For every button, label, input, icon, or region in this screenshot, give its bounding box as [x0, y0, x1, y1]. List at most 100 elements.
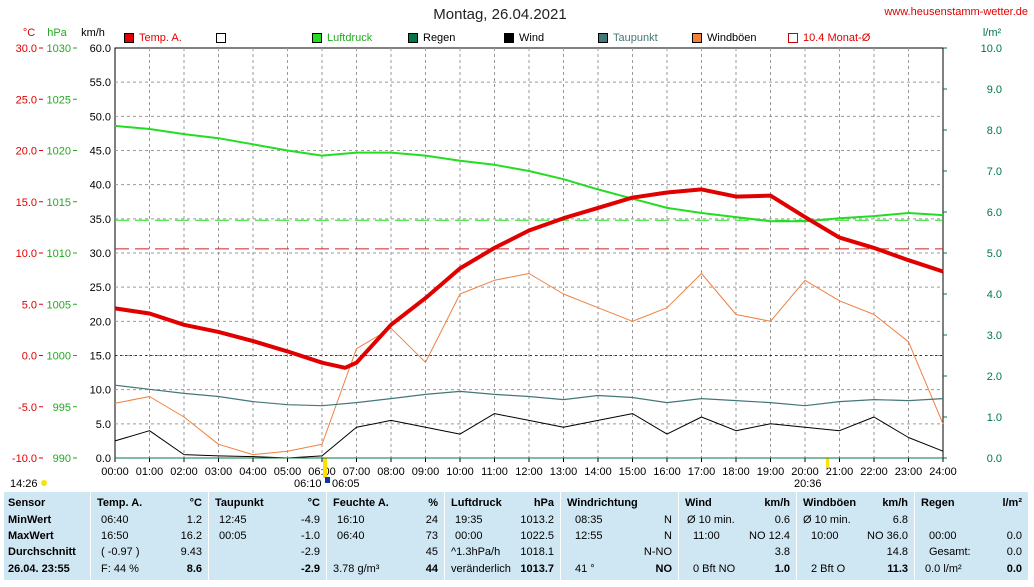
gust-unit: km/h	[882, 497, 908, 509]
wind-tick-label: 50.0	[90, 111, 111, 123]
rain-tick-label: 9.0	[987, 84, 1002, 96]
wind-bft: 0 Bft NO	[693, 563, 736, 575]
temp-avg-extra: ( -0.97 )	[101, 546, 140, 558]
wind-tick-label: 0.0	[96, 453, 111, 465]
time-tick-label: 12:00	[515, 466, 543, 478]
wind-tick-label: 35.0	[90, 214, 111, 226]
rain-current-value: 0.0	[1006, 563, 1022, 575]
time-tick-label: 00:00	[101, 466, 129, 478]
temp-tick-label: 10.0	[16, 248, 37, 260]
wind-tick-label: 40.0	[90, 180, 111, 192]
hum-current-extra: 3.78 g/m³	[333, 563, 380, 575]
dir-max-time: 12:55	[575, 530, 603, 542]
legend-swatch	[598, 33, 608, 43]
temp-header: Temp. A.	[97, 497, 143, 509]
dew-header: Taupunkt	[215, 497, 264, 509]
temp-unit: °C	[189, 497, 202, 509]
time-tick-label: 15:00	[619, 466, 647, 478]
col-rain: Regen l/m² 00:00 0.0 Gesamt: 0.0 0.0 l/m…	[914, 492, 1028, 580]
wind-tick-label: 5.0	[96, 419, 111, 431]
time-tick-label: 14:00	[584, 466, 612, 478]
dew-max-time: 00:05	[219, 530, 247, 542]
rain-tick-label: 8.0	[987, 125, 1002, 137]
wind-unit: km/h	[764, 497, 790, 509]
rain-tick-label: 2.0	[987, 371, 1002, 383]
hum-unit: %	[428, 497, 438, 509]
col-wind: Wind km/h Ø 10 min. 0.6 11:00 NO 12.4 3.…	[678, 492, 796, 580]
time-tick-label: 21:00	[826, 466, 854, 478]
sunrise-time-label: 14:26	[10, 478, 38, 490]
legend-item: Luftdruck	[312, 31, 372, 45]
rain-total-label: Gesamt:	[929, 546, 971, 558]
wind-tick-label: 15.0	[90, 351, 111, 363]
press-min-value: 1013.2	[520, 514, 554, 526]
time-tick-label: 13:00	[550, 466, 578, 478]
dew-avg-value: -2.9	[301, 546, 320, 558]
press-tick-label: 1000	[47, 351, 71, 363]
press-tick-label: 990	[53, 453, 71, 465]
gust-min-label: Ø 10 min.	[803, 514, 851, 526]
hum-max-value: 73	[425, 530, 438, 542]
rain-tick-label: 7.0	[987, 166, 1002, 178]
sunrise-label-1: 06:10	[294, 478, 322, 490]
temp-min-value: 1.2	[186, 514, 202, 526]
time-tick-label: 18:00	[722, 466, 750, 478]
row-current-label: 26.04. 23:55	[8, 563, 70, 575]
time-tick-label: 10:00	[446, 466, 474, 478]
legend-swatch	[124, 33, 134, 43]
website-link[interactable]: www.heusenstamm-wetter.de	[884, 6, 1028, 18]
rain-axis-unit: l/m²	[983, 27, 1002, 39]
temp-avg-value: 9.43	[180, 546, 202, 558]
press-unit: hPa	[533, 497, 554, 509]
temp-current-value: 8.6	[186, 563, 202, 575]
time-tick-label: 04:00	[239, 466, 267, 478]
rain-unit: l/m²	[1002, 497, 1022, 509]
sensor-header: Sensor	[8, 497, 46, 509]
hum-current-value: 44	[425, 563, 438, 575]
gust-current-value: 11.3	[887, 563, 908, 575]
col-temp: Temp. A. °C 06:40 1.2 16:50 16.2 ( -0.97…	[90, 492, 208, 580]
legend-item: Regen	[408, 31, 455, 45]
wind-current-value: 1.0	[774, 563, 790, 575]
legend-item	[216, 31, 231, 45]
legend-swatch	[216, 33, 226, 43]
rain-tick-label: 1.0	[987, 412, 1002, 424]
wind-tick-label: 10.0	[90, 385, 111, 397]
press-forecast: veränderlich	[451, 563, 511, 575]
gust-avg-value: 14.8	[886, 546, 908, 558]
sunrise-marker-blue	[325, 477, 330, 483]
temp-tick-label: 5.0	[22, 299, 37, 311]
press-tick-label: 1010	[47, 248, 71, 260]
legend-item: Wind	[504, 31, 544, 45]
wind-tick-label: 45.0	[90, 146, 111, 158]
time-tick-label: 16:00	[653, 466, 681, 478]
dew-max-value: -1.0	[301, 530, 320, 542]
series-line-temp-a-	[114, 187, 944, 370]
time-tick-label: 08:00	[377, 466, 405, 478]
rain-tick-label: 10.0	[981, 43, 1002, 55]
sunrise-label-2: 06:05	[332, 478, 360, 490]
press-trend: ^1.3hPa/h	[451, 546, 501, 558]
press-tick-label: 1005	[47, 299, 71, 311]
gust-max-value: NO 36.0	[867, 530, 908, 542]
time-tick-label: 19:00	[757, 466, 785, 478]
series-line-wind	[114, 413, 944, 459]
legend-item: Taupunkt	[598, 31, 658, 45]
legend-swatch	[312, 33, 322, 43]
press-tick-label: 1020	[47, 146, 71, 158]
time-tick-label: 22:00	[860, 466, 888, 478]
row-min-label: MinWert	[8, 514, 52, 526]
temp-min-time: 06:40	[101, 514, 129, 526]
time-tick-label: 09:00	[412, 466, 440, 478]
row-avg-label: Durchschnitt	[8, 546, 76, 558]
dew-min-time: 12:45	[219, 514, 247, 526]
gust-bft: 2 Bft O	[811, 563, 846, 575]
rain-tick-label: 3.0	[987, 330, 1002, 342]
wind-tick-label: 60.0	[90, 43, 111, 55]
legend-item: 10.4 Monat-Ø	[788, 31, 870, 45]
press-tick-label: 995	[53, 402, 71, 414]
wind-tick-label: 20.0	[90, 316, 111, 328]
temp-tick-label: -5.0	[18, 402, 37, 414]
legend-swatch	[692, 33, 702, 43]
gust-max-time: 10:00	[811, 530, 839, 542]
